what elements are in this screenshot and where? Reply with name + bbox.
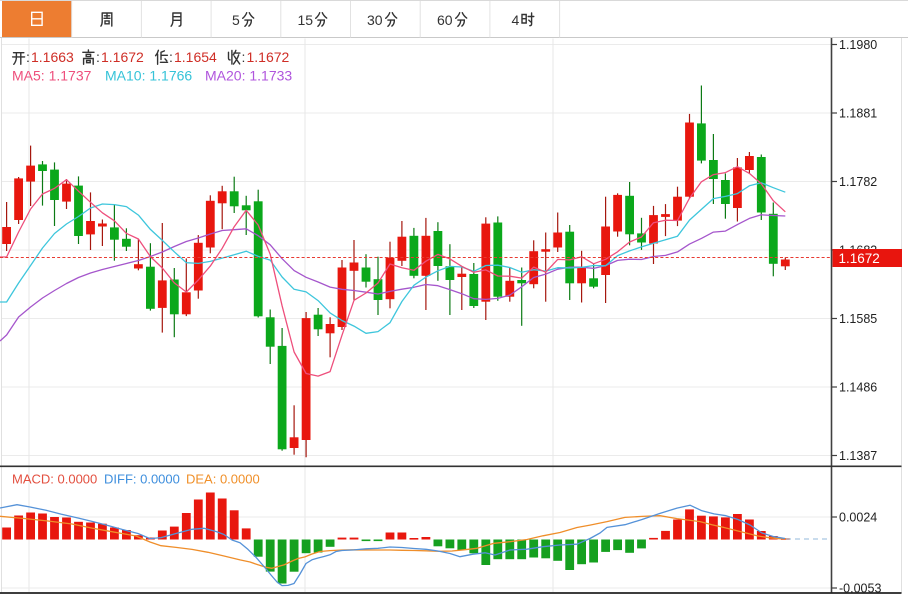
svg-text:DIFF: 0.0000: DIFF: 0.0000 [104,472,180,487]
svg-text:1.1881: 1.1881 [839,106,877,120]
svg-text:MA20: 1.1733: MA20: 1.1733 [205,68,292,84]
svg-text:MA5: 1.1737: MA5: 1.1737 [12,68,92,84]
svg-text:DEA: 0.0000: DEA: 0.0000 [186,472,260,487]
svg-text:1.1672: 1.1672 [101,49,144,65]
svg-text:1.1672: 1.1672 [839,251,880,266]
svg-text:1.1387: 1.1387 [839,449,877,463]
svg-text:15: 15 [298,12,314,28]
svg-text:1.1782: 1.1782 [839,175,877,189]
svg-text:0.0024: 0.0024 [839,510,877,524]
svg-text:1.1486: 1.1486 [839,380,877,394]
svg-text:1.1654: 1.1654 [174,49,217,65]
svg-text:4: 4 [512,12,520,28]
svg-text:-0.0053: -0.0053 [839,581,881,595]
svg-text:1.1672: 1.1672 [247,49,290,65]
svg-text:1.1663: 1.1663 [31,49,74,65]
svg-text:30: 30 [367,12,383,28]
svg-text::: : [96,49,100,65]
svg-text:5: 5 [232,12,240,28]
svg-text::: : [242,49,246,65]
svg-text:MACD: 0.0000: MACD: 0.0000 [12,472,97,487]
svg-text:60: 60 [437,12,453,28]
svg-text::: : [169,49,173,65]
svg-text:1.1585: 1.1585 [839,312,877,326]
svg-text:1.1980: 1.1980 [839,38,877,52]
svg-text::: : [26,49,30,65]
svg-text:MA10: 1.1766: MA10: 1.1766 [105,68,192,84]
